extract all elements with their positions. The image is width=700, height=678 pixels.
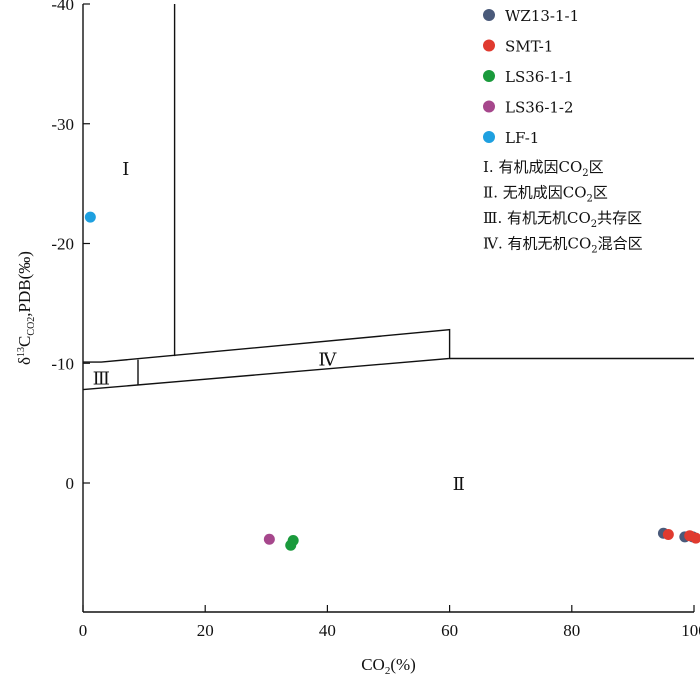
x-tick-label: 20: [197, 621, 214, 640]
legend: WZ13-1-1 SMT-1 LS36-1-1 LS36-1-2 LF-1: [483, 7, 579, 147]
data-point-smt-1: [662, 528, 674, 540]
region-note: Ⅲ. 有机无机CO2共存区: [483, 209, 642, 230]
axis-titles: CO2(%) δ13CCO2,PDB(‰): [15, 251, 416, 677]
y-tick-label: 0: [66, 474, 75, 493]
region-labels: Ⅰ Ⅱ Ⅲ Ⅳ: [93, 159, 465, 495]
region-label-ii: Ⅱ: [453, 474, 465, 495]
region-note: Ⅳ. 有机无机CO2混合区: [483, 235, 643, 256]
y-tick-label: -20: [51, 235, 74, 254]
legend-label: SMT-1: [505, 38, 553, 56]
y-axis-title: δ13CCO2,PDB(‰): [15, 251, 37, 365]
legend-marker: [483, 100, 495, 113]
x-tick-label: 40: [319, 621, 336, 640]
legend-marker: [483, 70, 495, 82]
x-axis-title: CO2(%): [361, 655, 416, 677]
legend-marker: [483, 39, 495, 52]
region-label-i: Ⅰ: [122, 159, 129, 180]
x-tick-label: 60: [441, 621, 458, 640]
y-tick-label: -10: [51, 354, 74, 373]
legend-label: WZ13-1-1: [505, 7, 579, 25]
legend-label: LS36-1-1: [505, 68, 574, 86]
x-tick-label: 0: [79, 621, 88, 640]
legend-label: LS36-1-2: [505, 99, 574, 117]
region-boundary-line: [82, 328, 451, 391]
data-points: [84, 211, 700, 551]
region-boundaries: [82, 4, 694, 391]
region-note: Ⅰ. 有机成因CO2区: [483, 158, 604, 179]
data-point-ls36-1-2: [263, 533, 275, 545]
data-point-ls36-1-1: [287, 534, 299, 546]
region-note: Ⅱ. 无机成因CO2区: [483, 184, 608, 205]
y-tick-label: -40: [51, 0, 74, 14]
legend-marker: [483, 131, 495, 143]
axes: -40 -30 -20 -10 0 0 20 40 60 80 100: [51, 0, 700, 640]
x-tick-label: 100: [681, 621, 700, 640]
data-point-smt-1: [690, 532, 700, 544]
y-tick-label: -30: [51, 115, 74, 134]
x-tick-label: 80: [563, 621, 580, 640]
region-label-iv: Ⅳ: [318, 349, 337, 370]
region-label-iii: Ⅲ: [93, 369, 110, 390]
region-notes: Ⅰ. 有机成因CO2区 Ⅱ. 无机成因CO2区 Ⅲ. 有机无机CO2共存区 Ⅳ. 有机…: [483, 158, 643, 256]
data-point-lf-1: [84, 211, 96, 223]
legend-marker: [483, 9, 495, 21]
legend-label: LF-1: [505, 129, 539, 147]
